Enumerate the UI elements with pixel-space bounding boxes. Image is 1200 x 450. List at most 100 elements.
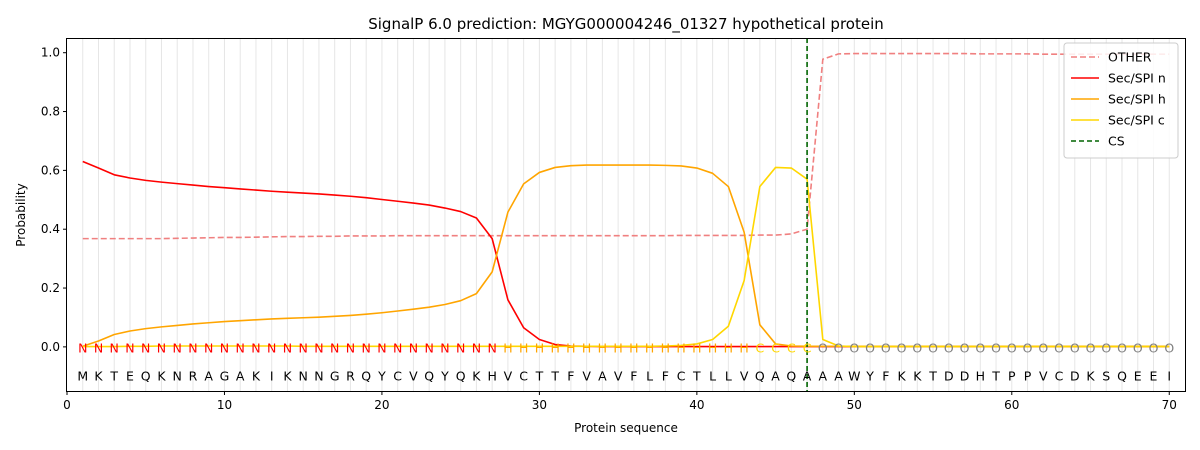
sequence-letter: C [519,368,528,383]
series-line [82,52,1170,240]
sequence-letter: F [630,368,637,383]
sequence-letter: M [77,368,88,383]
region-label: N [409,340,418,355]
region-label: N [456,340,465,355]
legend-entry: Sec/SPI h [1108,92,1166,107]
region-label: H [724,340,733,355]
region-label: H [661,340,670,355]
y-tick-label: 0.4 [41,222,60,236]
region-label: H [550,340,559,355]
region-label: N [283,340,292,355]
x-tick-label: 60 [1004,398,1019,412]
region-label: H [566,340,575,355]
sequence-letter: Y [377,368,386,383]
series-line [82,160,1170,348]
sequence-letter: F [662,368,669,383]
sequence-letter: Q [1117,368,1127,383]
sequence-letter: K [252,368,261,383]
sequence-letter: Q [786,368,796,383]
region-label: O [1023,340,1033,355]
y-axis-ticks: 0.0 0.2 0.4 0.6 0.8 1.0 [41,46,67,354]
sequence-letter: K [472,368,481,383]
sequence-letter: V [582,368,591,383]
region-label: N [440,340,449,355]
sequence-letter: T [991,368,1000,383]
sequence-letter: E [1134,368,1142,383]
x-axis-label: Protein sequence [574,421,678,435]
region-label: H [692,340,701,355]
region-label: N [472,340,481,355]
region-label: N [251,340,260,355]
sequence-letter: P [1008,368,1016,383]
region-label: N [125,340,134,355]
region-label: N [236,340,245,355]
sequence-letter: C [1055,368,1064,383]
y-axis-label: Probability [14,183,28,246]
region-label: H [519,340,528,355]
region-label: N [173,340,182,355]
region-label: H [598,340,607,355]
region-label: N [157,340,166,355]
sequence-letter: K [897,368,906,383]
region-label: C [803,340,812,355]
sequence-letter: N [173,368,182,383]
region-label: N [141,340,150,355]
vertical-gridlines [82,38,1170,391]
sequence-letter: K [283,368,292,383]
sequence-letter: T [692,368,701,383]
sequence-letter: E [1150,368,1158,383]
region-label: O [1133,340,1143,355]
series-line [82,166,1170,348]
region-label: O [944,340,954,355]
region-label: N [299,340,308,355]
region-label: H [739,340,748,355]
sequence-letter: Y [440,368,449,383]
region-label: C [755,340,764,355]
region-label: O [818,340,828,355]
legend-entry: Sec/SPI c [1108,113,1165,128]
region-label: N [188,340,197,355]
sequence-letter: N [299,368,308,383]
sequence-letter: A [771,368,780,383]
region-label: O [1101,340,1111,355]
region-label: O [991,340,1001,355]
region-label: O [960,340,970,355]
region-label: N [267,340,276,355]
sequence-letter: C [393,368,402,383]
sequence-letter: D [944,368,954,383]
sequence-letter: D [960,368,970,383]
sequence-letter: V [504,368,513,383]
sequence-letter: Y [865,368,874,383]
sequence-letter: H [487,368,496,383]
x-tick-label: 0 [63,398,71,412]
sequence-letter: S [1102,368,1110,383]
legend: OTHER Sec/SPI n Sec/SPI h Sec/SPI c CS [1063,42,1179,159]
region-label: N [330,340,339,355]
region-label: H [629,340,638,355]
plot-frame [66,38,1186,392]
region-label: O [1149,340,1159,355]
region-label: O [865,340,875,355]
sequence-letter: L [709,368,716,383]
sequence-letter: A [819,368,828,383]
x-axis-ticks: 0 10 20 30 40 50 60 70 [63,391,1177,412]
region-label: H [645,340,654,355]
region-label: O [849,340,859,355]
region-label: O [834,340,844,355]
sequence-letter: D [1070,368,1080,383]
legend-entry: CS [1108,134,1125,149]
region-label: N [346,340,355,355]
region-label: O [1007,340,1017,355]
region-label: O [975,340,985,355]
sequence-letter: K [913,368,922,383]
sequence-letter: V [1039,368,1048,383]
sequence-letter: G [220,368,230,383]
sequence-letter: T [109,368,118,383]
sequence-letter: H [976,368,985,383]
region-label: H [708,340,717,355]
x-tick-label: 30 [532,398,547,412]
sequence-letter: Q [755,368,765,383]
